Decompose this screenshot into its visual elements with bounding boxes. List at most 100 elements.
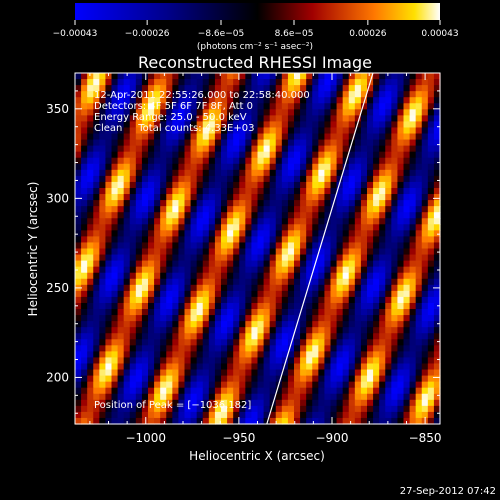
- heatmap-cell: [93, 151, 100, 159]
- heatmap-cell: [196, 230, 204, 237]
- heatmap-cell: [269, 387, 277, 395]
- heatmap-cell: [409, 109, 417, 116]
- heatmap-cell: [312, 333, 319, 340]
- heatmap-cell: [354, 73, 362, 80]
- heatmap-cell: [257, 278, 265, 286]
- heatmap-cell: [190, 333, 198, 340]
- heatmap-cell: [178, 103, 186, 110]
- heatmap-cell: [227, 145, 234, 153]
- heatmap-cell: [324, 357, 332, 365]
- heatmap-cell: [227, 357, 234, 365]
- heatmap-cell: [324, 260, 332, 268]
- heatmap-cell: [196, 187, 204, 195]
- heatmap-cell: [287, 163, 295, 171]
- heatmap-cell: [221, 248, 228, 256]
- heatmap-cell: [294, 85, 301, 92]
- heatmap-cell: [135, 375, 143, 383]
- heatmap-cell: [257, 169, 265, 177]
- heatmap-cell: [373, 97, 380, 104]
- heatmap-cell: [99, 417, 107, 425]
- heatmap-cell: [330, 169, 338, 177]
- heatmap-cell: [348, 375, 356, 383]
- heatmap-cell: [178, 381, 186, 389]
- heatmap-cell: [233, 375, 240, 383]
- heatmap-cell: [111, 411, 119, 419]
- heatmap-cell: [397, 187, 405, 195]
- heatmap-cell: [214, 272, 222, 280]
- heatmap-cell: [166, 139, 173, 147]
- heatmap-cell: [318, 236, 326, 244]
- heatmap-cell: [87, 139, 94, 147]
- heatmap-cell: [99, 333, 107, 340]
- heatmap-cell: [129, 79, 137, 86]
- heatmap-cell: [75, 357, 82, 365]
- heatmap-cell: [166, 115, 173, 123]
- heatmap-cell: [190, 393, 198, 401]
- heatmap-cell: [342, 284, 350, 292]
- heatmap-cell: [251, 121, 259, 129]
- heatmap-cell: [99, 157, 107, 165]
- heatmap-cell: [221, 357, 228, 365]
- heatmap-cell: [239, 375, 246, 383]
- heatmap-cell: [87, 115, 94, 123]
- heatmap-cell: [433, 236, 441, 244]
- heatmap-cell: [214, 417, 222, 425]
- heatmap-cell: [421, 242, 429, 250]
- heatmap-cell: [178, 127, 186, 135]
- heatmap-cell: [99, 109, 107, 116]
- heatmap-cell: [367, 254, 374, 262]
- heatmap-cell: [397, 254, 405, 262]
- heatmap-cell: [233, 236, 240, 244]
- heatmap-cell: [196, 85, 204, 92]
- heatmap-cell: [129, 242, 137, 250]
- heatmap-cell: [421, 393, 429, 401]
- heatmap-cell: [269, 194, 277, 201]
- heatmap-cell: [166, 411, 173, 419]
- heatmap-cell: [275, 375, 283, 383]
- heatmap-cell: [287, 381, 295, 389]
- heatmap-cell: [318, 175, 326, 183]
- heatmap-cell: [160, 327, 167, 334]
- heatmap-cell: [184, 369, 192, 377]
- heatmap-cell: [214, 127, 222, 135]
- heatmap-cell: [421, 224, 429, 231]
- heatmap-cell: [239, 333, 246, 340]
- heatmap-cell: [379, 296, 386, 304]
- heatmap-cell: [123, 351, 131, 359]
- heatmap-cell: [123, 194, 131, 201]
- heatmap-cell: [196, 175, 204, 183]
- heatmap-cell: [342, 345, 350, 352]
- heatmap-cell: [324, 139, 332, 147]
- heatmap-cell: [257, 139, 265, 147]
- heatmap-cell: [227, 327, 234, 334]
- heatmap-cell: [214, 242, 222, 250]
- heatmap-cell: [294, 236, 301, 244]
- heatmap-cell: [129, 157, 137, 165]
- heatmap-cell: [263, 109, 271, 116]
- heatmap-cell: [415, 363, 423, 371]
- heatmap-cell: [75, 206, 82, 213]
- heatmap-cell: [81, 411, 88, 419]
- heatmap-cell: [415, 206, 423, 213]
- heatmap-cell: [336, 278, 344, 286]
- heatmap-cell: [287, 169, 295, 177]
- heatmap-cell: [208, 79, 216, 86]
- heatmap-cell: [135, 248, 143, 256]
- heatmap-cell: [202, 284, 210, 292]
- heatmap-cell: [135, 405, 143, 413]
- heatmap-cell: [306, 369, 313, 377]
- heatmap-cell: [281, 230, 289, 237]
- heatmap-cell: [93, 103, 100, 110]
- heatmap-cell: [433, 230, 441, 237]
- heatmap-cell: [348, 345, 356, 352]
- heatmap-cell: [245, 327, 253, 334]
- heatmap-cell: [184, 333, 192, 340]
- heatmap-cell: [135, 194, 143, 201]
- heatmap-cell: [129, 103, 137, 110]
- heatmap-cell: [294, 79, 301, 86]
- heatmap-cell: [251, 163, 259, 171]
- heatmap-cell: [415, 315, 423, 322]
- heatmap-cell: [227, 284, 234, 292]
- heatmap-cell: [415, 230, 423, 237]
- heatmap-cell: [178, 206, 186, 213]
